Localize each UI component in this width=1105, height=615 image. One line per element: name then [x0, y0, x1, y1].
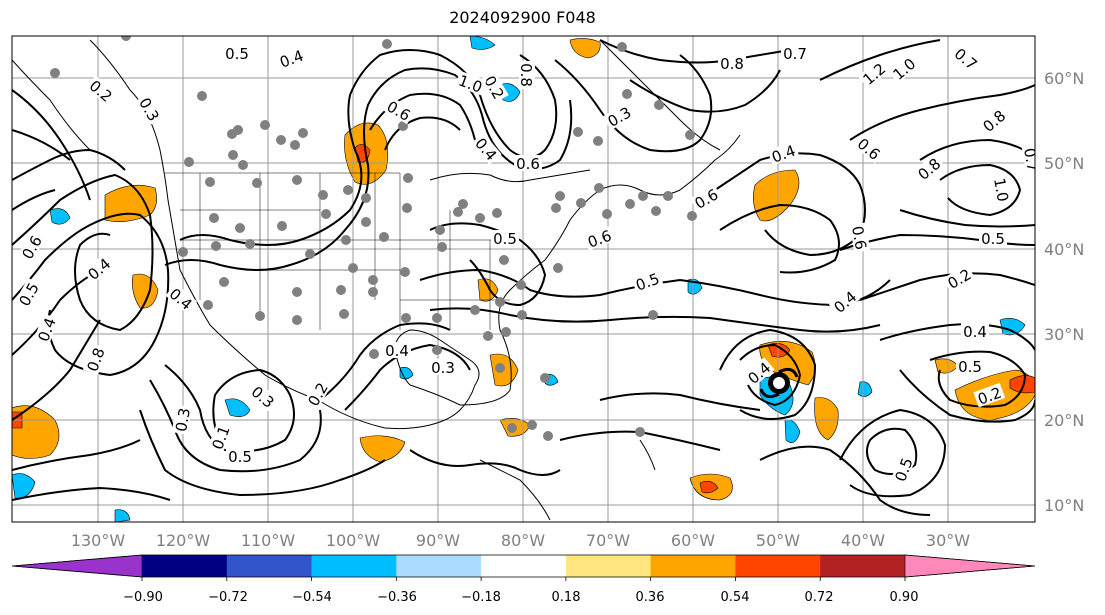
lat-tick-label: 20°N [1044, 411, 1084, 430]
contour-label: 0.3 [172, 407, 194, 434]
colorbar-tick-label: −0.36 [377, 590, 417, 605]
map-frame [11, 35, 1036, 523]
colorbar-tick-label: −0.72 [208, 590, 248, 605]
latitude-axis: 10°N 20°N 30°N 40°N 50°N 60°N [1044, 69, 1084, 515]
colorbar-tick-label: 0.54 [721, 590, 750, 605]
colorbar-segment [142, 555, 228, 577]
contour-label: 0.6 [848, 225, 870, 252]
contour-label-wrap: 0.2 [85, 75, 118, 106]
contour-label: 0.5 [958, 358, 982, 376]
contour-label-wrap: 0.8 [517, 61, 535, 89]
lat-tick-label: 10°N [1044, 496, 1084, 515]
station-dots [50, 36, 697, 441]
colorbar-segment [481, 555, 567, 577]
contour-label-wrap: 0.6 [514, 155, 542, 173]
colorbar-tick-label: 0.72 [805, 590, 834, 605]
lon-tick-label: 130°W [71, 531, 126, 550]
colorbar-tick-label: 0.18 [552, 590, 581, 605]
contour-label: 0.4 [963, 323, 987, 341]
contour-label: 0.7 [1020, 147, 1042, 174]
map-title: 2024092900 F048 [449, 8, 596, 27]
contour-label: 0.6 [516, 155, 540, 173]
colorbar-segment [311, 555, 397, 577]
lon-tick-label: 120°W [156, 531, 211, 550]
colorbar-segment [650, 555, 736, 577]
lat-tick-label: 60°N [1044, 69, 1084, 88]
colorbar-tick-label: −0.54 [292, 590, 332, 605]
lon-tick-label: 90°W [416, 531, 460, 550]
lon-tick-label: 50°W [756, 531, 800, 550]
lon-tick-label: 80°W [501, 531, 545, 550]
contour-label-wrap: 0.7 [781, 45, 809, 63]
lat-tick-label: 50°N [1044, 154, 1084, 173]
longitude-axis: 130°W 120°W 110°W 100°W 90°W 80°W 70°W 6… [71, 531, 970, 550]
coastlines [12, 39, 741, 521]
contour-label-wrap: 0.5 [226, 448, 254, 466]
shaded-anomalies [12, 36, 1035, 522]
contour-label: 0.2 [183, 20, 207, 38]
contour-label-wrap: 0.6 [848, 222, 871, 253]
contour-label-wrap: 1.0 [990, 174, 1013, 205]
contour-label-wrap: 0.5 [979, 230, 1007, 248]
contour-labels: 0.5 0.40.20.30.20.60.40.2 0.81.00.60.30.80… [14, 20, 1042, 486]
colorbar-segment [226, 555, 313, 577]
contour-label-wrap: 0.5 [491, 230, 519, 248]
contour-label: 0.7 [783, 45, 807, 63]
contour-label: 0.5 [228, 448, 252, 466]
hurricane-icon [759, 367, 799, 399]
colorbar-tick-label: 0.90 [890, 590, 919, 605]
contour-label-wrap: 0.5 [956, 358, 984, 376]
contour-label-wrap: 0.2 [183, 20, 207, 38]
contour-label: 0.4 [385, 342, 409, 360]
contour-lines [12, 39, 1035, 516]
colorbar-segment [735, 555, 821, 577]
colorbar [11, 554, 1036, 581]
colorbar-segment [820, 555, 906, 577]
contour-label: 0.5 [225, 45, 249, 63]
colorbar-segment [396, 555, 482, 577]
lon-tick-label: 110°W [241, 531, 296, 550]
contour-label-wrap: 0.3 [171, 404, 194, 435]
contour-label-wrap: 0.3 [429, 359, 457, 377]
contour-label-wrap: 0.4 [383, 342, 411, 360]
contour-label-wrap: 0.4 [961, 323, 989, 341]
contour-label-wrap: 0.5 [223, 45, 251, 63]
contour-label: 0.3 [431, 359, 455, 377]
colorbar-extend-low [11, 554, 143, 578]
colorbar-tick-label: −0.90 [123, 590, 163, 605]
contour-label-wrap: 0.8 [718, 55, 746, 73]
lon-tick-label: 60°W [671, 531, 715, 550]
contour-label: 0.8 [517, 63, 535, 87]
colorbar-tick-label: 0.36 [636, 590, 665, 605]
lon-tick-label: 30°W [926, 531, 970, 550]
lon-tick-label: 100°W [326, 531, 381, 550]
colorbar-tick-label: −0.18 [461, 590, 501, 605]
lon-tick-label: 40°W [841, 531, 885, 550]
contour-label: 0.5 [493, 230, 517, 248]
lat-tick-label: 30°N [1044, 325, 1084, 344]
colorbar-ticks: −0.90 −0.72 −0.54 −0.36 −0.18 0.18 0.36 … [123, 590, 918, 605]
contour-label: 1.0 [990, 177, 1012, 204]
lat-tick-label: 40°N [1044, 240, 1084, 259]
contour-label: 0.5 [981, 230, 1005, 248]
contour-label-wrap: 0.5 [14, 277, 43, 311]
colorbar-segment [565, 555, 652, 577]
colorbar-extend-high [904, 554, 1036, 578]
contour-label: 0.8 [720, 55, 744, 73]
contour-label-wrap: 0.7 [1020, 144, 1042, 175]
lon-tick-label: 70°W [586, 531, 630, 550]
